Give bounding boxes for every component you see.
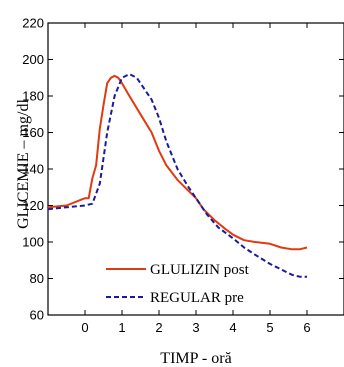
y-axis: 60 80 100 120 140 160 180 200 220 xyxy=(22,16,344,323)
legend: GLULIZIN post REGULAR pre xyxy=(106,262,250,306)
y-tick-label: 180 xyxy=(22,89,44,104)
x-tick-label: 1 xyxy=(118,320,125,335)
legend-label-2: REGULAR pre xyxy=(150,290,244,306)
y-tick-label: 220 xyxy=(22,16,44,31)
legend-label-1: GLULIZIN post xyxy=(150,262,250,278)
x-tick-label: 4 xyxy=(229,320,236,335)
x-axis-title: TIMP - oră xyxy=(160,350,231,367)
y-tick-label: 160 xyxy=(22,125,44,140)
y-tick-label: 120 xyxy=(22,198,44,213)
x-tick-label: 2 xyxy=(155,320,162,335)
x-tick-label: 3 xyxy=(192,320,199,335)
series-line-1 xyxy=(47,74,308,251)
y-tick-label: 60 xyxy=(30,308,44,323)
x-tick-label: 6 xyxy=(303,320,310,335)
y-tick-label: 140 xyxy=(22,162,44,177)
y-tick-label: 100 xyxy=(22,235,44,250)
x-axis: 0 1 2 3 4 5 6 xyxy=(81,23,311,335)
x-tick-label: 0 xyxy=(81,320,88,335)
y-tick-label: 80 xyxy=(30,271,44,286)
x-tick-label: 5 xyxy=(266,320,273,335)
series-layer xyxy=(47,73,308,278)
series-line-2 xyxy=(47,73,307,278)
y-tick-label: 200 xyxy=(22,52,44,67)
y-axis-title: GLICEMIE – mg/dl xyxy=(15,99,32,229)
